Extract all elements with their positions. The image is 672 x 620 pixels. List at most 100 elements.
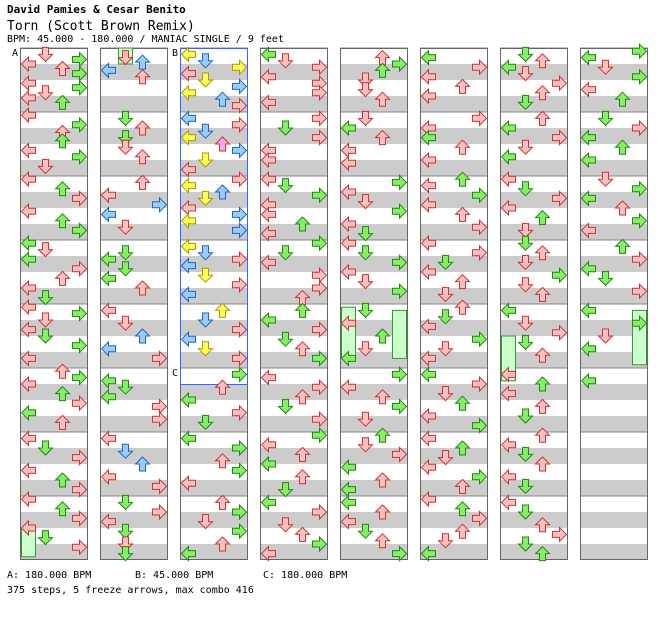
beat-stripe [100, 256, 168, 272]
step-arrow-down [357, 274, 374, 290]
beat-stripe [340, 192, 408, 208]
bpm-legend-a: A: 180.000 BPM [7, 570, 92, 581]
step-arrow-up [454, 501, 471, 517]
step-arrow-left [500, 385, 516, 402]
step-arrow-up [454, 139, 471, 155]
beat-stripe [260, 288, 328, 304]
beat-stripe [580, 544, 648, 560]
step-arrow-up [614, 238, 631, 254]
step-arrow-down [437, 450, 454, 466]
step-arrow-left [420, 177, 436, 194]
step-arrow-left [500, 170, 516, 188]
step-arrow-up [54, 472, 71, 488]
step-arrow-right [232, 404, 248, 422]
step-arrow-right [72, 369, 88, 386]
step-arrow-left [580, 129, 596, 146]
step-arrow-up [294, 302, 311, 318]
step-arrow-left [420, 490, 436, 508]
step-arrow-left [20, 279, 36, 297]
beat-stripe [100, 352, 168, 368]
step-arrow-up [374, 427, 391, 443]
step-arrow-up [534, 456, 551, 472]
beat-stripe [100, 512, 168, 528]
step-arrow-right [632, 180, 648, 198]
bpm-legend-b: B: 45.000 BPM [135, 570, 214, 581]
step-arrow-left [260, 311, 276, 329]
step-arrow-up [454, 299, 471, 315]
step-arrow-down [117, 494, 134, 511]
beat-stripe [20, 512, 88, 528]
column-border [420, 48, 488, 560]
step-arrow-right [312, 186, 328, 204]
beat-stripe [100, 320, 168, 336]
step-arrow-left [580, 260, 596, 278]
bpm-legend-c: C: 180.000 BPM [263, 570, 348, 581]
step-arrow-up [134, 456, 151, 472]
step-arrow-down [117, 50, 134, 66]
step-arrow-right [232, 116, 248, 134]
step-arrow-down [117, 139, 134, 155]
step-arrow-up [134, 120, 151, 136]
step-chart [20, 42, 648, 562]
beat-stripe [260, 384, 328, 400]
step-arrow-down [37, 290, 54, 306]
step-arrow-left [260, 46, 276, 63]
step-arrow-left [20, 202, 36, 220]
step-arrow-down [437, 341, 454, 357]
step-arrow-left [340, 119, 356, 137]
step-arrow-down [597, 270, 614, 287]
step-arrow-down [517, 181, 534, 197]
step-arrow-left [260, 225, 276, 242]
step-arrow-left [420, 87, 436, 105]
beat-stripe [180, 352, 248, 368]
column-border [500, 48, 568, 560]
step-arrow-left [180, 286, 196, 303]
beat-stripe [420, 96, 488, 112]
step-arrow-left [420, 68, 436, 86]
step-arrow-right [312, 58, 328, 76]
step-arrow-down [197, 123, 214, 139]
step-arrow-down [277, 178, 294, 194]
beat-stripe [260, 224, 328, 240]
beat-stripe [20, 352, 88, 368]
step-arrow-down [517, 222, 534, 239]
step-arrow-up [54, 181, 71, 197]
step-arrow-up [374, 504, 391, 520]
step-arrow-down [357, 341, 374, 357]
beat-stripe [580, 416, 648, 432]
step-arrow-right [472, 510, 488, 527]
beat-stripe [500, 288, 568, 304]
step-arrow-down [517, 94, 534, 111]
step-arrow-up [134, 54, 151, 70]
step-arrow-right [552, 266, 568, 284]
step-arrow-right [472, 186, 488, 204]
beat-stripe [260, 192, 328, 208]
beat-stripe [500, 544, 568, 560]
step-arrow-down [197, 414, 214, 431]
step-arrow-left [20, 519, 36, 537]
step-arrow-up [534, 286, 551, 302]
step-arrow-right [312, 426, 328, 444]
step-arrow-down [517, 478, 534, 495]
step-arrow-down [37, 312, 54, 328]
step-arrow-left [180, 65, 196, 82]
step-arrow-down [357, 245, 374, 261]
step-arrow-down [37, 158, 54, 175]
step-arrow-up [454, 171, 471, 187]
step-arrow-down [597, 110, 614, 127]
step-arrow-right [392, 282, 408, 300]
step-arrow-left [420, 318, 436, 335]
step-arrow-up [54, 270, 71, 286]
beat-stripe [580, 384, 648, 400]
beat-stripe [180, 64, 248, 80]
step-arrow-down [517, 139, 534, 155]
step-arrow-left [20, 404, 36, 422]
beat-stripe [340, 416, 408, 432]
beat-stripe [580, 128, 648, 144]
step-arrow-right [312, 84, 328, 102]
step-arrow-left [340, 215, 356, 233]
beat-stripe [500, 448, 568, 464]
beat-stripe [180, 512, 248, 528]
step-arrow-left [260, 151, 276, 169]
step-arrow-left [340, 378, 356, 396]
